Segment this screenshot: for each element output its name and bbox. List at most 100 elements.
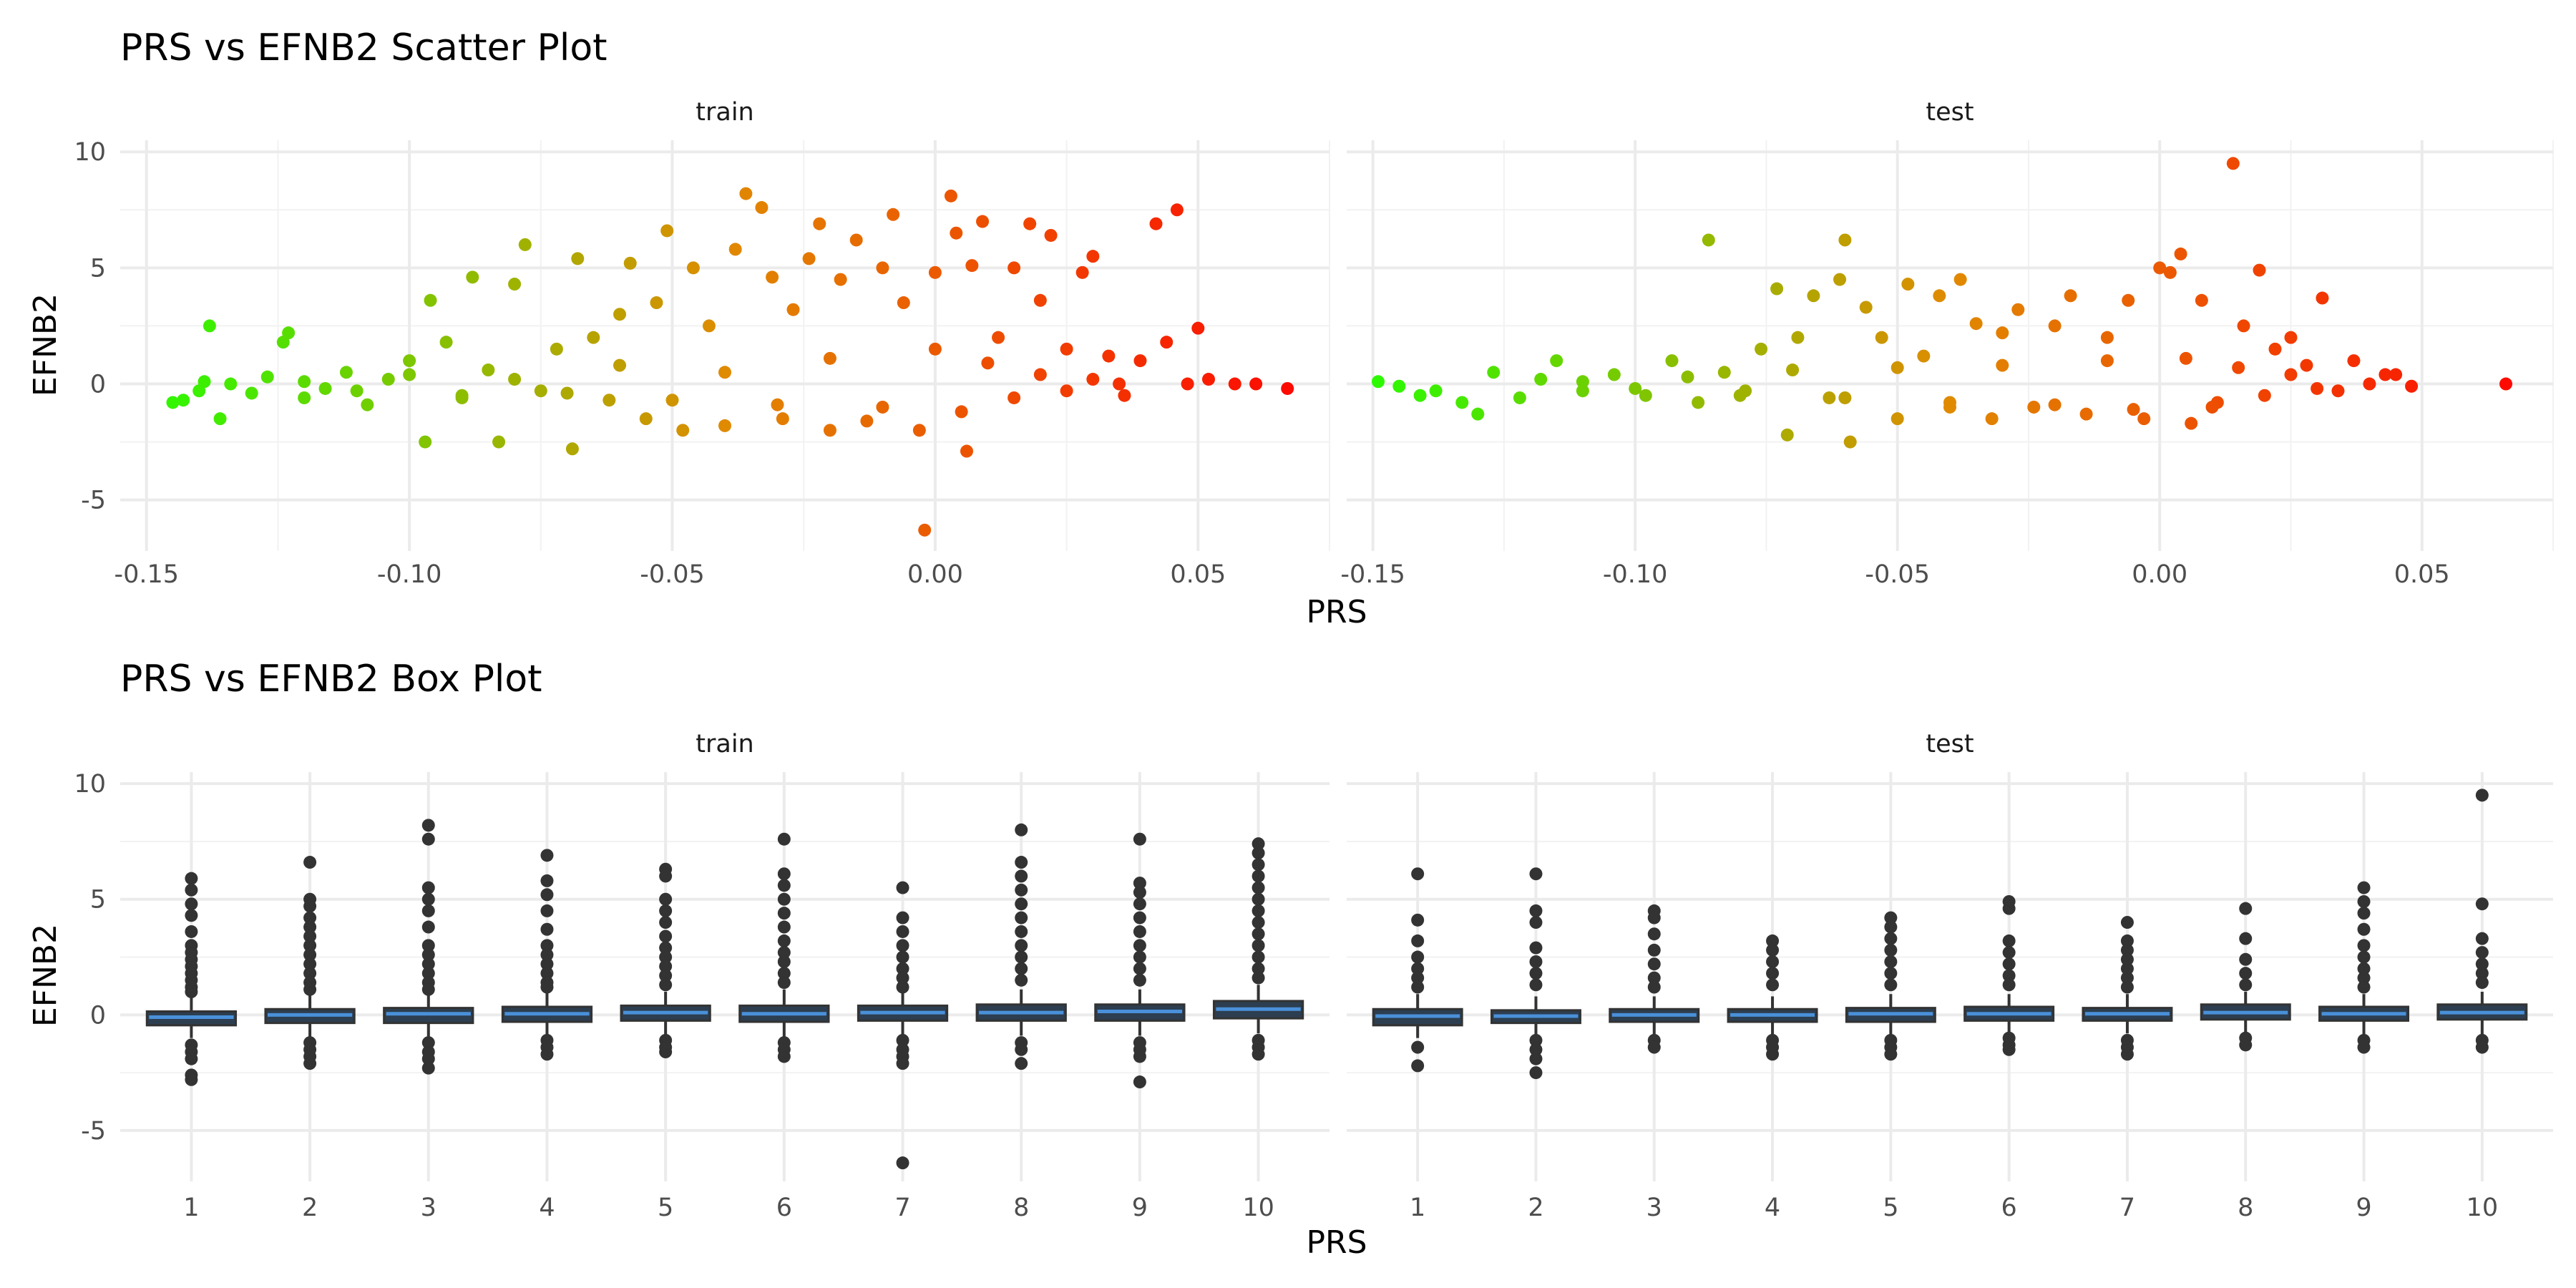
box-outlier [421, 892, 435, 906]
box-outlier [1252, 847, 1265, 860]
x-tick-label: 9 [2356, 1194, 2371, 1222]
scatter-point [1702, 233, 1715, 247]
box-outlier [1766, 1048, 1780, 1061]
scatter-point [1429, 384, 1443, 398]
x-tick-label: -0.15 [1340, 560, 1405, 589]
scatter-point [2499, 377, 2513, 391]
box-outlier [1015, 939, 1028, 952]
scatter-point [676, 424, 690, 437]
scatter-point [1681, 370, 1694, 384]
scatter-point [776, 412, 789, 426]
scatter-point [1075, 265, 1089, 279]
scatter-point [2122, 293, 2135, 307]
box-outlier [2475, 946, 2489, 960]
box-outlier [2120, 971, 2134, 985]
y-tick-label: 0 [90, 371, 106, 399]
box-outlier [1766, 943, 1780, 957]
scatter-point [650, 296, 663, 310]
box-outlier [659, 978, 673, 992]
box-facet-test-label: test [1926, 730, 1974, 758]
scatter-point [1044, 228, 1058, 242]
box-title: PRS vs EFNB2 Box Plot [120, 658, 542, 701]
box-outlier [421, 1052, 435, 1065]
box-outlier [2357, 907, 2371, 920]
box-outlier [540, 948, 554, 962]
box-outlier [2002, 978, 2016, 992]
x-tick-label: 8 [1013, 1194, 1029, 1222]
scatter-point [786, 303, 800, 316]
scatter-point [918, 523, 932, 537]
scatter-point [1665, 354, 1679, 368]
box-outlier [1133, 886, 1146, 899]
scatter-point [897, 296, 910, 310]
box-outlier [2120, 962, 2134, 975]
box-outlier [421, 1036, 435, 1050]
box-outlier [185, 897, 198, 911]
scatter-point [2205, 400, 2219, 414]
box-outlier [185, 924, 198, 938]
box-outlier [2475, 967, 2489, 980]
box-outlier [896, 1057, 909, 1070]
scatter-point [508, 373, 522, 386]
scatter-point [1149, 217, 1163, 230]
scatter-point [550, 342, 563, 356]
scatter-point [2284, 331, 2298, 344]
scatter-panel-test: -0.15 -0.10 -0.05 0.00 0.05 [1340, 140, 2554, 589]
box-outlier [1133, 950, 1146, 964]
box-outlier [896, 950, 909, 964]
box-outlier [1015, 950, 1028, 964]
scatter-point [2179, 351, 2192, 365]
box-outlier [2357, 922, 2371, 936]
box-outlier [777, 955, 791, 968]
scatter-point [2379, 368, 2392, 381]
scatter-point [2300, 358, 2313, 372]
box-outlier [1252, 904, 1265, 917]
scatter-point [1033, 368, 1047, 381]
box-outlier [1252, 837, 1265, 851]
box-outlier [421, 881, 435, 894]
scatter-point [1228, 377, 1241, 391]
box-outlier [185, 1052, 198, 1065]
scatter-point [1780, 428, 1794, 441]
scatter-point [318, 381, 332, 395]
box-outlier [2239, 952, 2253, 966]
scatter-point [950, 226, 963, 240]
scatter-point [2389, 368, 2403, 381]
box-outlier [421, 957, 435, 971]
box-outlier [2475, 957, 2489, 971]
box-outlier [896, 881, 909, 894]
box-outlier [1529, 967, 1543, 980]
x-tick-label: 7 [894, 1194, 910, 1222]
scatter-point [1859, 301, 1873, 314]
scatter-point [1807, 289, 1820, 303]
scatter-point [560, 386, 574, 400]
scatter-point [2064, 289, 2077, 303]
scatter-facet-train-label: train [696, 98, 753, 127]
box-outlier [1411, 934, 1425, 947]
box-outlier [1766, 978, 1780, 992]
scatter-point [955, 405, 968, 419]
scatter-point [1160, 336, 1174, 349]
box-outlier [1766, 934, 1780, 947]
scatter-point [339, 366, 353, 379]
scatter-point [849, 233, 863, 247]
scatter-point [1576, 384, 1589, 398]
scatter-point [1875, 331, 1888, 344]
scatter-point [282, 326, 296, 340]
box-outlier [421, 948, 435, 962]
box-outlier [1411, 913, 1425, 927]
box-outlier [1647, 911, 1661, 924]
box-outlier [1252, 971, 1265, 985]
box-outlier [2475, 789, 2489, 802]
box-outlier [1647, 971, 1661, 985]
box-outlier [1133, 877, 1146, 890]
scatter-point [1890, 361, 1904, 374]
box-outlier [2002, 957, 2016, 971]
scatter-point [424, 293, 437, 307]
scatter-point [298, 375, 311, 389]
box-outlier [1529, 955, 1543, 968]
x-tick-label: 2 [302, 1194, 318, 1222]
box-outlier [1015, 924, 1028, 938]
box-outlier [1411, 1040, 1425, 1054]
